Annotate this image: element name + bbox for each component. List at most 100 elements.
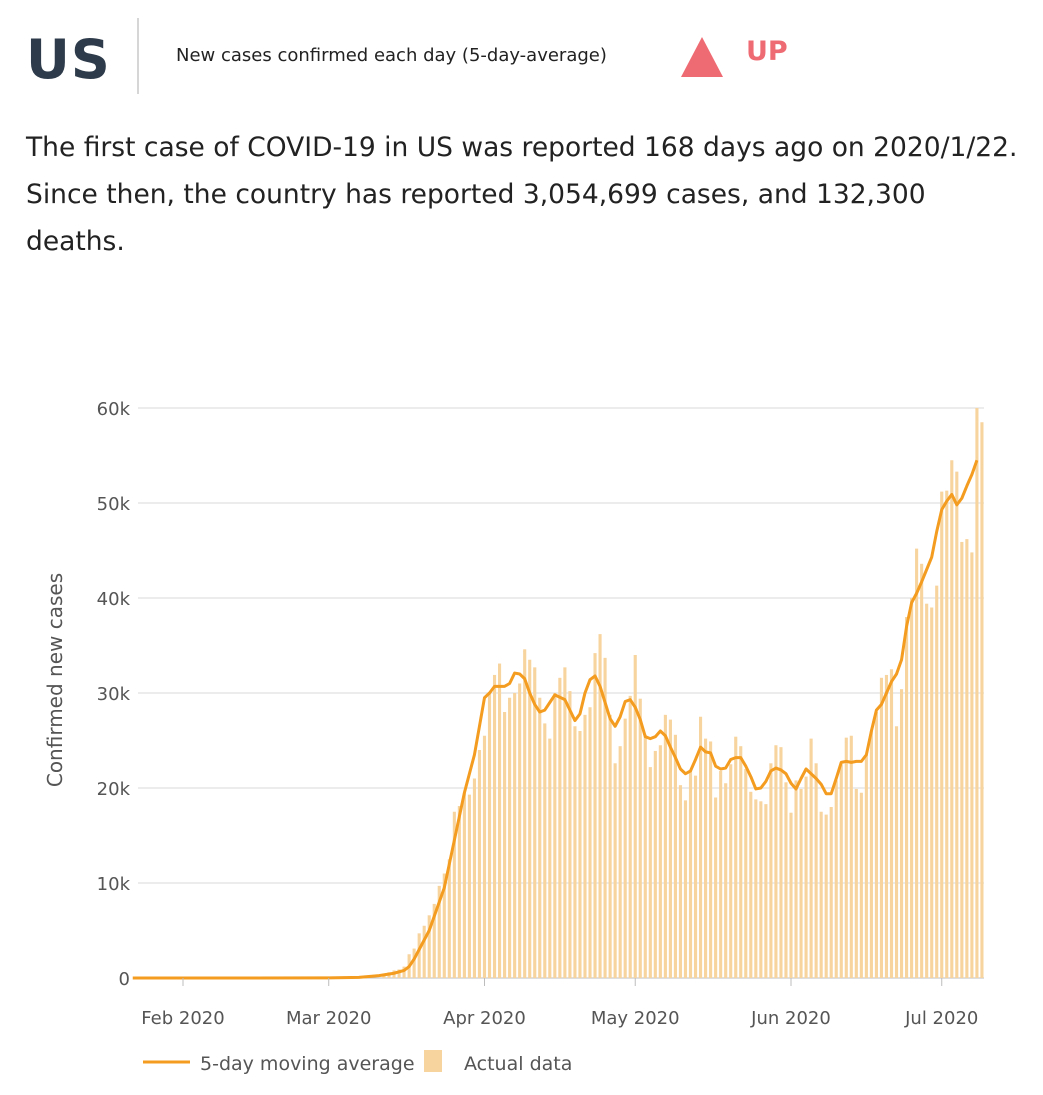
data-bar (653, 750, 657, 978)
data-bar (925, 603, 929, 978)
data-bar (935, 585, 939, 978)
data-bar (834, 780, 838, 978)
moving-average-line (132, 459, 979, 980)
data-bar (789, 812, 793, 978)
data-bar (719, 770, 723, 978)
y-tick-label: 30k (97, 684, 131, 705)
data-bar (839, 764, 843, 978)
data-bar (915, 548, 919, 978)
data-bar (910, 598, 914, 978)
data-bar (759, 801, 763, 978)
data-bar (613, 763, 617, 978)
legend-label-bars: Actual data (464, 1053, 572, 1075)
data-bar (724, 783, 728, 978)
data-bar (784, 782, 788, 978)
data-bar (618, 746, 622, 978)
data-bar (744, 769, 748, 978)
x-tick-label: Jul 2020 (904, 1008, 978, 1029)
metric-label: New cases confirmed each day (5-day-aver… (176, 45, 607, 66)
data-bar (553, 693, 557, 978)
data-bar (699, 716, 703, 978)
data-bar (829, 807, 833, 978)
data-bar (658, 745, 662, 978)
data-bar (869, 731, 873, 978)
data-bar (889, 669, 894, 978)
data-bar (477, 750, 482, 978)
data-bar (452, 811, 456, 978)
data-bar (633, 655, 637, 978)
data-bar (814, 763, 818, 978)
data-bar (930, 607, 934, 978)
data-bar (899, 689, 904, 978)
data-bar (824, 814, 828, 978)
data-bar (543, 723, 547, 978)
data-bar (648, 767, 652, 978)
data-bar (874, 712, 878, 978)
data-bar (940, 491, 944, 978)
data-bar (498, 663, 502, 978)
data-bar (980, 422, 984, 978)
data-bar (503, 712, 507, 978)
y-axis-label: Confirmed new cases (43, 573, 67, 787)
data-bar (462, 792, 466, 978)
data-bar (628, 695, 632, 978)
legend-label-line: 5-day moving average (200, 1053, 415, 1075)
data-bar (593, 653, 597, 978)
data-bar (533, 667, 537, 978)
data-bar (598, 634, 602, 978)
data-bar (794, 780, 798, 978)
y-tick-label: 60k (97, 399, 131, 420)
data-bar (844, 737, 848, 978)
data-bar (643, 734, 647, 978)
y-tick-label: 40k (97, 589, 131, 610)
chart: 0 10k 20k 30k 40k 50k 60k Feb 2020 Mar 2020 Apr 2… (0, 380, 1043, 1091)
x-tick-label: Feb 2020 (141, 1008, 224, 1029)
data-bar (859, 792, 863, 978)
data-bar (563, 667, 567, 978)
data-bar (804, 776, 808, 978)
data-bar (573, 726, 577, 978)
data-bar (779, 747, 783, 978)
data-bar (749, 791, 753, 978)
triangle-up-icon (681, 37, 723, 77)
data-bar (467, 794, 471, 978)
line-layer (132, 459, 979, 980)
data-bar (854, 788, 858, 978)
data-bar (558, 677, 562, 978)
data-bar (799, 788, 803, 978)
bar-layer (382, 408, 984, 978)
data-bar (548, 738, 552, 978)
data-bar (970, 552, 974, 978)
data-bar (422, 925, 426, 978)
x-tick-label: Mar 2020 (286, 1008, 372, 1029)
data-bar (965, 539, 969, 978)
legend: 5-day moving average Actual data (143, 1050, 572, 1075)
data-bar (492, 674, 497, 978)
data-bar (508, 697, 512, 978)
x-tick-label: May 2020 (591, 1008, 680, 1029)
data-bar (663, 714, 667, 978)
data-bar (608, 714, 612, 978)
data-bar (884, 674, 889, 978)
data-bar (538, 697, 542, 978)
y-tick-label: 50k (97, 494, 131, 515)
data-bar (739, 746, 743, 978)
data-bar (588, 707, 592, 978)
data-bar (518, 683, 522, 978)
data-bar (623, 718, 627, 978)
data-bar (714, 797, 718, 978)
data-bar (583, 714, 587, 978)
x-tick-label: Apr 2020 (443, 1008, 526, 1029)
header: US New cases confirmed each day (5-day-a… (0, 0, 1043, 110)
data-bar (864, 754, 868, 978)
data-bar (603, 657, 607, 978)
data-bar (412, 948, 416, 978)
data-bar (402, 966, 406, 978)
data-bar (819, 811, 823, 978)
data-bar (678, 785, 683, 978)
data-bar (809, 738, 813, 978)
data-bar (523, 649, 527, 978)
data-bar (447, 859, 451, 978)
data-bar (513, 693, 517, 978)
chart-svg: 0 10k 20k 30k 40k 50k 60k Feb 2020 Mar 2020 Apr 2… (43, 399, 984, 1075)
